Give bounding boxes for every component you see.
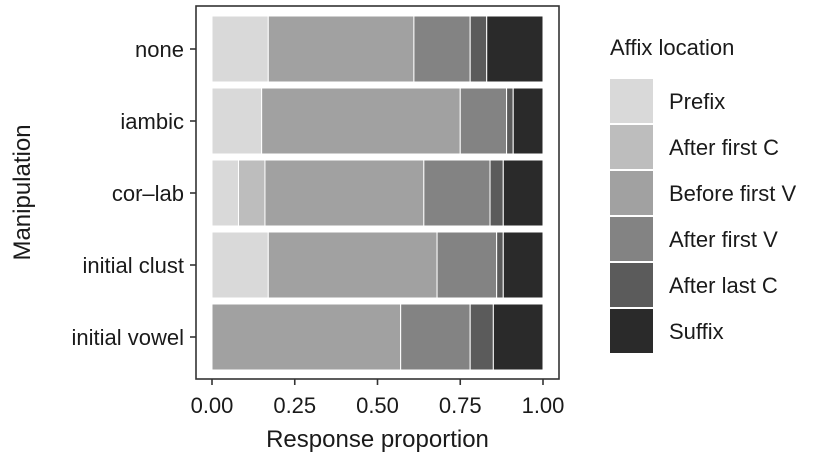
x-axis-title: Response proportion (266, 426, 489, 453)
bar-segment-iambic-before-first-v (261, 87, 461, 155)
bar-segment-iambic-after-last-c (506, 87, 514, 155)
legend-key-after-first-v (610, 217, 653, 261)
bar-segment-cor-lab-prefix (211, 159, 239, 227)
bar-segment-initial-clust-suffix (502, 231, 544, 299)
bar-segment-initial-vowel-after-last-c (469, 303, 494, 371)
y-tick-label: initial clust (83, 253, 184, 278)
bar-segment-none-suffix (486, 15, 544, 83)
legend-label: Suffix (669, 319, 724, 344)
bar-segment-initial-vowel-after-first-v (400, 303, 471, 371)
legend-key-suffix (610, 309, 653, 353)
y-tick-label: none (135, 37, 184, 62)
legend-label: After first V (669, 227, 778, 252)
legend-key-after-first-c (610, 125, 653, 169)
x-tick-label: 1.00 (522, 393, 565, 418)
bar-segment-initial-clust-after-first-v (436, 231, 498, 299)
x-axis: 0.00 0.25 0.50 0.75 1.00 (191, 379, 565, 418)
legend-label: After last C (669, 273, 778, 298)
y-tick-label: initial vowel (72, 325, 185, 350)
bar-segment-iambic-prefix (211, 87, 263, 155)
bar-segment-cor-lab-after-first-v (423, 159, 491, 227)
bar-segment-none-after-first-v (413, 15, 471, 83)
legend-key-before-first-v (610, 171, 653, 215)
y-axis: none iambic cor–lab initial clust initial vo… (72, 37, 196, 350)
bar-segment-none-prefix (211, 15, 269, 83)
y-tick-label: cor–lab (112, 181, 184, 206)
legend-key-after-last-c (610, 263, 653, 307)
bar-segment-cor-lab-after-last-c (489, 159, 504, 227)
legend-label: Before first V (669, 181, 796, 206)
bar-segment-initial-clust-before-first-v (267, 231, 438, 299)
bar-segment-initial-clust-after-last-c (496, 231, 504, 299)
bar-segment-iambic-suffix (512, 87, 544, 155)
bar-segment-initial-vowel-before-first-v (211, 303, 402, 371)
legend-title: Affix location (610, 35, 734, 60)
x-tick-label: 0.50 (356, 393, 399, 418)
legend-label: Prefix (669, 89, 725, 114)
y-tick-label: iambic (120, 109, 184, 134)
bar-segment-cor-lab-after-first-c (237, 159, 266, 227)
bar-segment-none-after-last-c (469, 15, 488, 83)
x-tick-label: 0.25 (273, 393, 316, 418)
bars-layer (211, 15, 544, 371)
legend: Affix location Prefix After first C Before… (610, 35, 796, 353)
bar-segment-none-before-first-v (267, 15, 415, 83)
legend-key-prefix (610, 79, 653, 123)
x-tick-label: 0.75 (439, 393, 482, 418)
bar-segment-cor-lab-suffix (502, 159, 544, 227)
legend-label: After first C (669, 135, 779, 160)
y-axis-title: Manipulation (9, 124, 36, 260)
bar-segment-cor-lab-before-first-v (264, 159, 425, 227)
bar-segment-iambic-after-first-v (459, 87, 508, 155)
x-tick-label: 0.00 (191, 393, 234, 418)
bar-segment-initial-clust-prefix (211, 231, 269, 299)
bar-segment-initial-vowel-suffix (492, 303, 544, 371)
